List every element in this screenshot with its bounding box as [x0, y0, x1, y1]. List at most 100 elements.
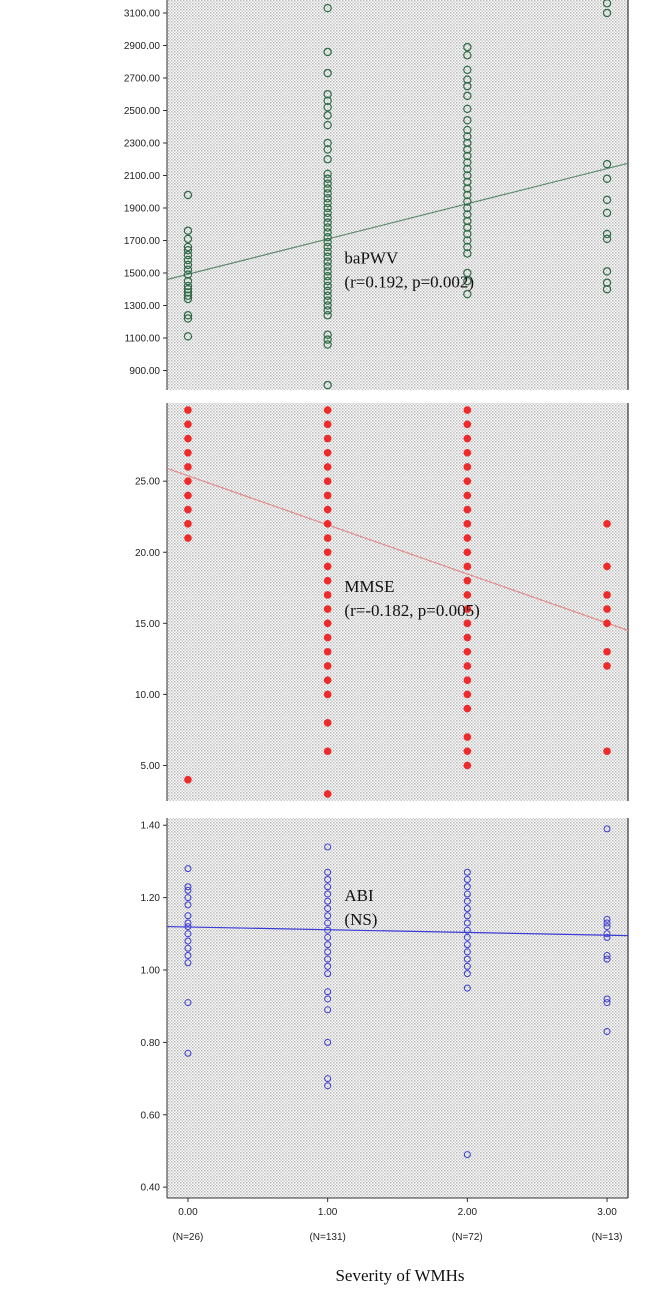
data-point	[184, 959, 192, 967]
data-point	[463, 619, 472, 628]
regression-line	[167, 162, 628, 281]
annotation-line: ABI	[344, 886, 374, 905]
y-tick-label: 2300.00	[124, 139, 161, 150]
annotation-line: (r=-0.182, p=0.005)	[344, 601, 479, 620]
annotation-line: baPWV	[344, 248, 399, 267]
data-point	[602, 208, 612, 218]
data-point	[323, 90, 332, 99]
data-point	[323, 463, 332, 471]
data-point	[463, 190, 472, 200]
data-point	[323, 477, 332, 485]
data-point	[463, 116, 472, 125]
data-point	[463, 505, 472, 514]
data-point	[463, 164, 472, 174]
data-point	[463, 933, 471, 941]
data-point	[603, 933, 611, 941]
x-tick-label: 2.00	[458, 1207, 478, 1218]
y-tick-label: 1300.00	[124, 301, 161, 312]
data-point	[602, 174, 612, 183]
data-point	[463, 420, 472, 429]
data-point	[184, 865, 192, 873]
y-tick-label: 1900.00	[124, 204, 161, 215]
y-tick-label: 3100.00	[124, 9, 161, 20]
data-point	[324, 919, 332, 927]
data-point	[323, 223, 332, 232]
data-point	[463, 151, 472, 161]
x-tick-label: 3.00	[597, 1207, 617, 1218]
data-point	[323, 591, 332, 599]
data-point	[184, 463, 192, 471]
data-point	[463, 704, 472, 713]
data-point	[183, 332, 193, 341]
annotation-line: MMSE	[344, 577, 394, 596]
data-point	[463, 132, 472, 141]
data-point	[463, 605, 472, 613]
data-point	[323, 242, 332, 252]
y-tick-label: 1.40	[141, 821, 161, 832]
data-point	[463, 491, 472, 500]
data-point	[323, 213, 332, 222]
data-point	[463, 591, 472, 599]
data-point	[323, 335, 332, 344]
data-point	[603, 747, 611, 756]
data-point	[463, 210, 472, 219]
data-point	[324, 890, 332, 898]
data-point	[323, 267, 332, 276]
data-point	[463, 236, 472, 245]
y-tick-label: 900.00	[129, 366, 160, 377]
data-point	[463, 75, 472, 84]
annotation-line: (NS)	[344, 910, 377, 929]
data-point	[463, 42, 472, 52]
data-point	[463, 477, 472, 485]
data-point	[463, 926, 471, 934]
data-point	[463, 434, 472, 443]
data-point	[323, 311, 332, 320]
data-point	[463, 242, 472, 252]
data-point	[463, 51, 472, 60]
data-point	[323, 138, 332, 148]
data-point	[463, 249, 472, 258]
data-point	[463, 81, 472, 91]
data-point	[602, 267, 612, 276]
data-point	[323, 281, 332, 291]
data-point	[323, 534, 332, 542]
data-point	[323, 562, 332, 571]
y-tick-label: 5.00	[141, 761, 161, 772]
data-point	[463, 203, 472, 213]
y-tick-label: 1100.00	[125, 334, 161, 345]
bapwv-panel: 900.00 1100.00 1300.00 1500.00 1700.00 1900.0…	[124, 0, 629, 390]
data-point	[323, 605, 332, 613]
data-point	[183, 314, 193, 323]
data-point	[323, 155, 332, 164]
data-point	[184, 420, 192, 429]
group-count-label: (N=72)	[452, 1232, 483, 1243]
data-point	[323, 662, 332, 670]
data-point	[323, 505, 332, 514]
data-point	[463, 676, 472, 684]
data-point	[184, 1049, 192, 1057]
data-point	[323, 633, 332, 642]
data-point	[602, 0, 612, 8]
data-point	[324, 948, 332, 956]
data-point	[463, 962, 471, 970]
data-point	[323, 189, 332, 198]
data-point	[603, 952, 611, 960]
data-point	[603, 915, 611, 923]
y-tick-label: 2900.00	[124, 41, 161, 52]
plot-background	[167, 818, 628, 1198]
regression-line	[167, 925, 628, 937]
data-point	[463, 138, 472, 148]
data-point	[463, 406, 472, 414]
data-point	[463, 65, 472, 75]
data-point	[324, 941, 332, 949]
data-point	[603, 825, 611, 833]
data-point	[184, 999, 192, 1007]
regression-line	[167, 467, 628, 631]
data-point	[323, 291, 332, 300]
data-point	[603, 919, 611, 927]
data-point	[603, 605, 611, 613]
data-point	[184, 775, 192, 784]
data-point	[603, 619, 611, 628]
data-point	[324, 933, 332, 941]
data-point	[323, 247, 332, 257]
